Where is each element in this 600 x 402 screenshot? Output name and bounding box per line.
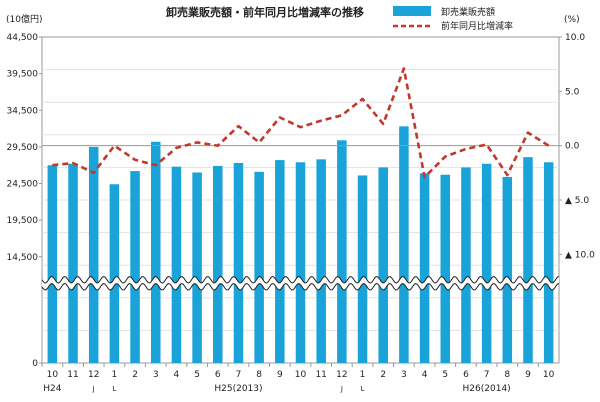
- left-axis-tick-label: 24,500: [7, 180, 39, 190]
- bar: [461, 167, 471, 363]
- x-axis-tick-label: 2: [132, 370, 138, 380]
- bar: [316, 159, 326, 363]
- x-axis-tick-label: 2: [380, 370, 386, 380]
- legend: 卸売業販売額 前年同月比増減率: [393, 6, 513, 32]
- x-axis-period-label: H26(2014): [463, 384, 511, 394]
- left-axis: 0 14,500 19,500 24,500 29,500 34,500 39,500 44,…: [7, 33, 42, 369]
- left-axis-tick-label: 29,500: [7, 143, 39, 153]
- x-axis-tick-label: 11: [67, 370, 78, 380]
- x-axis-tick-label: 5: [442, 370, 448, 380]
- x-axis-period-label: H25(2013): [214, 384, 262, 394]
- x-axis-tick-label: 6: [215, 370, 221, 380]
- right-axis-tick-label: 10.0: [565, 33, 585, 43]
- bar: [440, 174, 451, 363]
- left-axis-tick-label: 19,500: [7, 216, 39, 226]
- right-axis-tick-label: ▲ 5.0: [565, 196, 589, 206]
- x-axis-tick-label: 8: [256, 370, 262, 380]
- x-axis-period-label: L: [112, 385, 116, 393]
- line-series: [52, 67, 550, 179]
- left-axis-tick-label: 34,500: [7, 106, 39, 116]
- x-axis-tick-label: 3: [401, 370, 407, 380]
- x-axis-tick-label: 7: [236, 370, 242, 380]
- x-axis-tick-label: 8: [504, 370, 510, 380]
- bar: [295, 162, 306, 363]
- legend-label-bar: 卸売業販売額: [441, 6, 495, 18]
- bar: [378, 167, 388, 363]
- bar: [130, 171, 140, 363]
- bars: [47, 126, 554, 364]
- x-axis-tick-label: 11: [315, 370, 326, 380]
- x-axis-tick-label: 9: [525, 370, 531, 380]
- x-axis-tick-label: 1: [360, 370, 366, 380]
- x-axis-tick-label: 3: [153, 370, 159, 380]
- left-axis-tick-label: 44,500: [7, 33, 39, 43]
- bar: [68, 163, 78, 363]
- bar: [150, 141, 161, 363]
- x-axis: 10 11 12 1 2 3 4 5 6 7 8 9 10 11 12 1 2 3 4 5 6 7 8 9 10: [41, 363, 555, 380]
- legend-swatch-bar: [393, 6, 431, 16]
- x-axis-tick-label: 1: [112, 370, 118, 380]
- x-axis-tick-label: 4: [422, 370, 428, 380]
- left-axis-tick-label: 0: [32, 359, 38, 369]
- left-axis-tick-label: 39,500: [7, 70, 39, 80]
- x-axis-period-label: H24: [43, 384, 61, 394]
- bar: [399, 126, 409, 364]
- bar: [109, 184, 120, 363]
- bar: [543, 162, 554, 363]
- x-axis-period-labels: H24 J L H25(2013) J L H26(2014): [43, 384, 510, 394]
- bar: [192, 172, 202, 363]
- x-axis-tick-label: 12: [336, 370, 347, 380]
- right-axis-tick-label: 0.0: [565, 142, 580, 152]
- x-axis-tick-label: 9: [277, 370, 283, 380]
- x-axis-tick-label: 4: [174, 370, 180, 380]
- x-axis-tick-label: 10: [295, 370, 307, 380]
- bar: [254, 171, 264, 363]
- right-axis-tick-label: ▲ 10.0: [565, 250, 595, 260]
- bar: [419, 173, 430, 363]
- x-axis-period-label: L: [361, 385, 365, 393]
- left-axis-tick-label: 14,500: [7, 253, 39, 263]
- axis-break-wave: [41, 276, 560, 291]
- bar: [171, 166, 182, 363]
- x-axis-period-label: J: [92, 385, 95, 393]
- x-axis-tick-label: 5: [194, 370, 200, 380]
- bar: [523, 157, 533, 363]
- bar: [357, 175, 368, 363]
- x-axis-tick-label: 7: [484, 370, 490, 380]
- right-axis: 10.0 5.0 0.0 ▲ 5.0 ▲ 10.0: [559, 33, 595, 260]
- bar: [337, 140, 347, 363]
- bar: [481, 163, 492, 363]
- bar: [47, 165, 58, 363]
- right-axis-unit: (%): [564, 15, 580, 25]
- chart-title: 卸売業販売額・前年同月比増減率の推移: [166, 5, 364, 19]
- legend-label-line: 前年同月比増減率: [441, 20, 513, 32]
- bar: [88, 146, 99, 363]
- axis-break-wave-lower: [41, 283, 560, 291]
- bar: [275, 160, 285, 363]
- x-axis-tick-label: 12: [88, 370, 99, 380]
- x-axis-period-label: J: [340, 385, 343, 393]
- x-axis-tick-label: 6: [463, 370, 469, 380]
- right-axis-tick-label: 5.0: [565, 87, 580, 97]
- x-axis-tick-label: 10: [543, 370, 555, 380]
- axis-break-band: [42, 276, 559, 290]
- x-axis-tick-label: 10: [47, 370, 59, 380]
- left-axis-unit: (10億円): [6, 13, 42, 25]
- bar: [213, 165, 223, 363]
- bar: [233, 163, 244, 363]
- axis-break-wave-upper: [41, 276, 560, 284]
- bar: [502, 176, 513, 363]
